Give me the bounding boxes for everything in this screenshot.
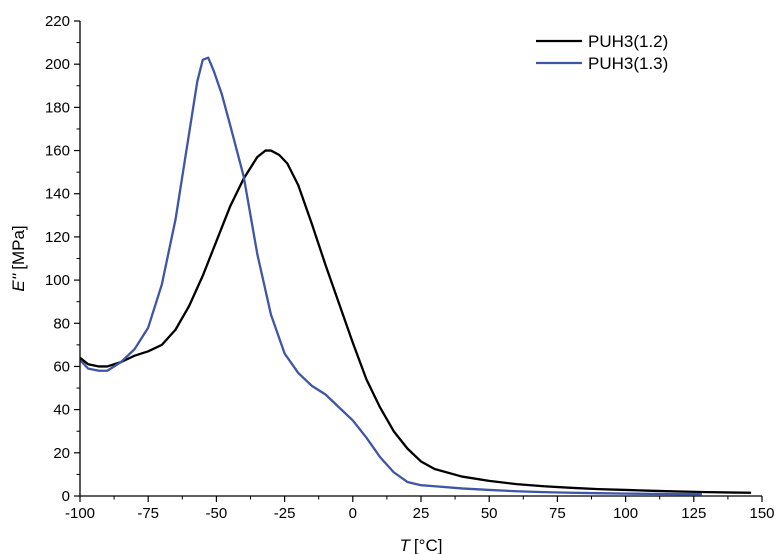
y-tick-label: 180 [45,99,70,116]
legend: PUH3(1.2) PUH3(1.3) [536,32,668,73]
series-line-2 [79,56,702,496]
x-tick-label: 125 [681,505,706,522]
x-tick-label: -75 [137,505,159,522]
x-tick-label: -25 [274,505,296,522]
y-tick-label: 160 [45,143,70,160]
y-axis-title: E'' [MPa] [9,225,28,291]
x-tick-label: 50 [481,505,498,522]
x-axis-title: T [°C] [400,536,443,554]
x-ticks: -100 -75 -50 -25 0 25 50 75 100 125 150 [65,496,775,522]
y-axis-variable: E'' [9,273,28,292]
x-tick-label: 0 [349,505,357,522]
x-axis-unit: [°C] [414,536,443,554]
y-tick-label: 140 [45,186,70,203]
x-axis-variable: T [400,536,412,554]
series-line-1 [79,149,752,494]
x-tick-label: 100 [613,505,638,522]
legend-label-1: PUH3(1.2) [588,32,668,51]
y-tick-label: 200 [45,56,70,73]
series-layer [79,56,752,496]
y-tick-label: 0 [62,488,70,505]
x-tick-label: 25 [413,505,430,522]
y-tick-label: 80 [53,315,70,332]
y-axis-unit: [MPa] [9,225,28,269]
y-tick-label: 60 [53,358,70,375]
x-tick-label: 75 [549,505,566,522]
y-tick-label: 40 [53,402,70,419]
y-tick-label: 100 [45,272,70,289]
y-tick-label: 220 [45,13,70,30]
x-tick-label: -100 [65,505,95,522]
y-ticks: 0 20 40 60 80 100 120 140 160 180 200 220 [45,13,80,505]
x-tick-label: 150 [749,505,774,522]
y-tick-label: 20 [53,445,70,462]
axes [79,21,762,497]
legend-label-2: PUH3(1.3) [588,54,668,73]
x-tick-label: -50 [206,505,228,522]
y-tick-label: 120 [45,229,70,246]
